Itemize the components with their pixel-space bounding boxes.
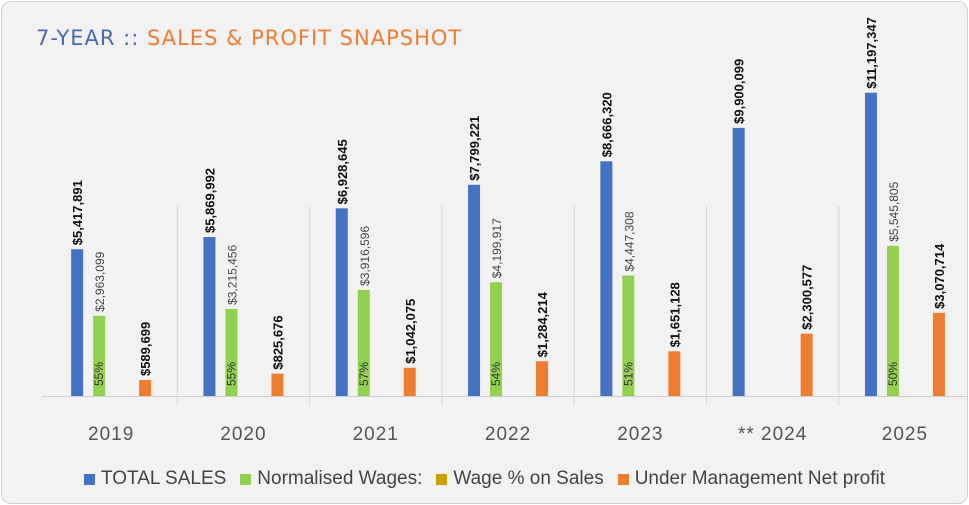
legend-item: Under Management Net profit	[617, 468, 885, 490]
bar-under-management-net-profit	[403, 367, 416, 396]
wage-percent-label: 57%	[357, 362, 371, 386]
legend-item: Normalised Wages:	[240, 468, 422, 490]
bar-normalised-wages	[357, 289, 370, 396]
wage-percent-label: 55%	[224, 362, 238, 386]
title-main: SALES & PROFIT SNAPSHOT	[147, 26, 463, 50]
x-tick-label: 2023	[617, 424, 663, 445]
bar-total-sales	[732, 127, 745, 397]
wage-percent-label: 54%	[489, 362, 503, 386]
bar-total-sales	[468, 184, 481, 396]
x-tick-label: 2020	[220, 424, 266, 445]
legend: TOTAL SALES Normalised Wages: Wage % on Sa…	[2, 468, 967, 490]
legend-swatch	[83, 473, 95, 485]
bar-under-management-net-profit	[800, 333, 813, 396]
x-tick-label: ** 2024	[738, 424, 807, 445]
data-label: $5,417,891	[70, 180, 85, 245]
bar-under-management-net-profit	[139, 380, 152, 396]
data-label: $6,928,645	[335, 139, 350, 204]
wage-percent-label: 55%	[92, 362, 106, 386]
data-label: $2,963,099	[93, 251, 107, 311]
x-tick-label: 2022	[485, 424, 531, 445]
x-tick-label: 2019	[88, 424, 134, 445]
bar-under-management-net-profit	[536, 361, 549, 396]
legend-label: Wage % on Sales	[453, 468, 604, 489]
bar-normalised-wages	[225, 308, 238, 396]
data-label: $1,284,214	[535, 291, 550, 357]
title-prefix: 7-YEAR ::	[36, 26, 148, 50]
legend-swatch	[617, 473, 629, 485]
data-label: $8,666,320	[599, 92, 614, 157]
bar-normalised-wages	[886, 245, 899, 396]
legend-item: TOTAL SALES	[83, 468, 227, 490]
bar-total-sales	[71, 249, 84, 396]
data-label: $3,215,456	[225, 245, 239, 305]
bar-normalised-wages	[622, 275, 635, 396]
data-label: $825,676	[270, 315, 285, 369]
x-tick-label: 2021	[353, 424, 399, 445]
bar-total-sales	[864, 92, 877, 396]
bar-normalised-wages	[490, 282, 503, 396]
data-label: $9,900,099	[732, 59, 747, 124]
data-label: $5,545,805	[887, 181, 901, 241]
bar-under-management-net-profit	[668, 351, 681, 396]
bar-under-management-net-profit	[932, 312, 945, 396]
data-label: $4,199,917	[490, 218, 504, 278]
legend-label: TOTAL SALES	[100, 468, 227, 489]
data-label: $1,042,075	[403, 299, 418, 364]
x-tick-label: 2025	[882, 424, 928, 445]
bar-normalised-wages	[93, 315, 106, 396]
data-label: $3,916,596	[358, 226, 372, 286]
legend-label: Under Management Net profit	[634, 468, 885, 489]
legend-item: Wage % on Sales	[436, 468, 604, 490]
data-label: $589,699	[138, 322, 153, 376]
data-label: $4,447,308	[622, 211, 636, 271]
data-label: $7,799,221	[467, 116, 482, 181]
bar-total-sales	[600, 161, 613, 396]
chart-title: 7-YEAR :: SALES & PROFIT SNAPSHOT	[36, 26, 462, 50]
data-label: $11,197,347	[864, 17, 879, 89]
legend-swatch	[436, 473, 448, 485]
legend-label: Normalised Wages:	[257, 468, 423, 489]
bar-under-management-net-profit	[271, 373, 284, 396]
wage-percent-label: 51%	[621, 362, 635, 386]
legend-swatch	[240, 473, 252, 485]
data-label: $5,869,992	[202, 168, 217, 233]
wage-percent-label: 50%	[886, 362, 900, 386]
bar-total-sales	[203, 237, 216, 396]
data-label: $1,651,128	[667, 282, 682, 347]
data-label: $3,070,714	[932, 243, 947, 309]
bar-total-sales	[335, 208, 348, 396]
data-label: $2,300,577	[800, 265, 815, 330]
